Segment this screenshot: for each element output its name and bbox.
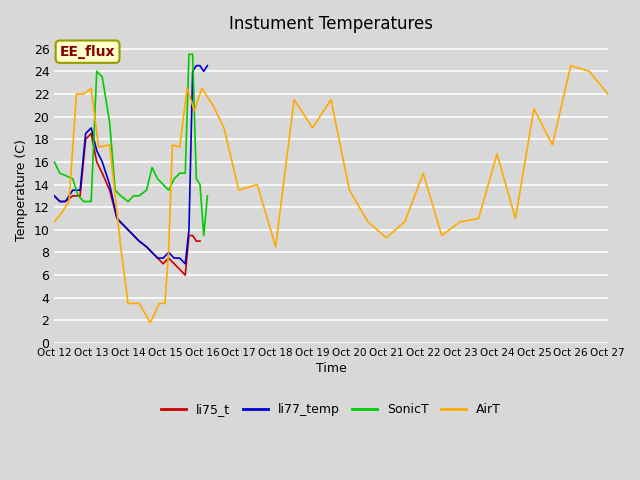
- Text: EE_flux: EE_flux: [60, 45, 115, 59]
- Legend: li75_t, li77_temp, SonicT, AirT: li75_t, li77_temp, SonicT, AirT: [156, 398, 506, 421]
- Title: Instument Temperatures: Instument Temperatures: [229, 15, 433, 33]
- X-axis label: Time: Time: [316, 362, 346, 375]
- Y-axis label: Temperature (C): Temperature (C): [15, 139, 28, 241]
